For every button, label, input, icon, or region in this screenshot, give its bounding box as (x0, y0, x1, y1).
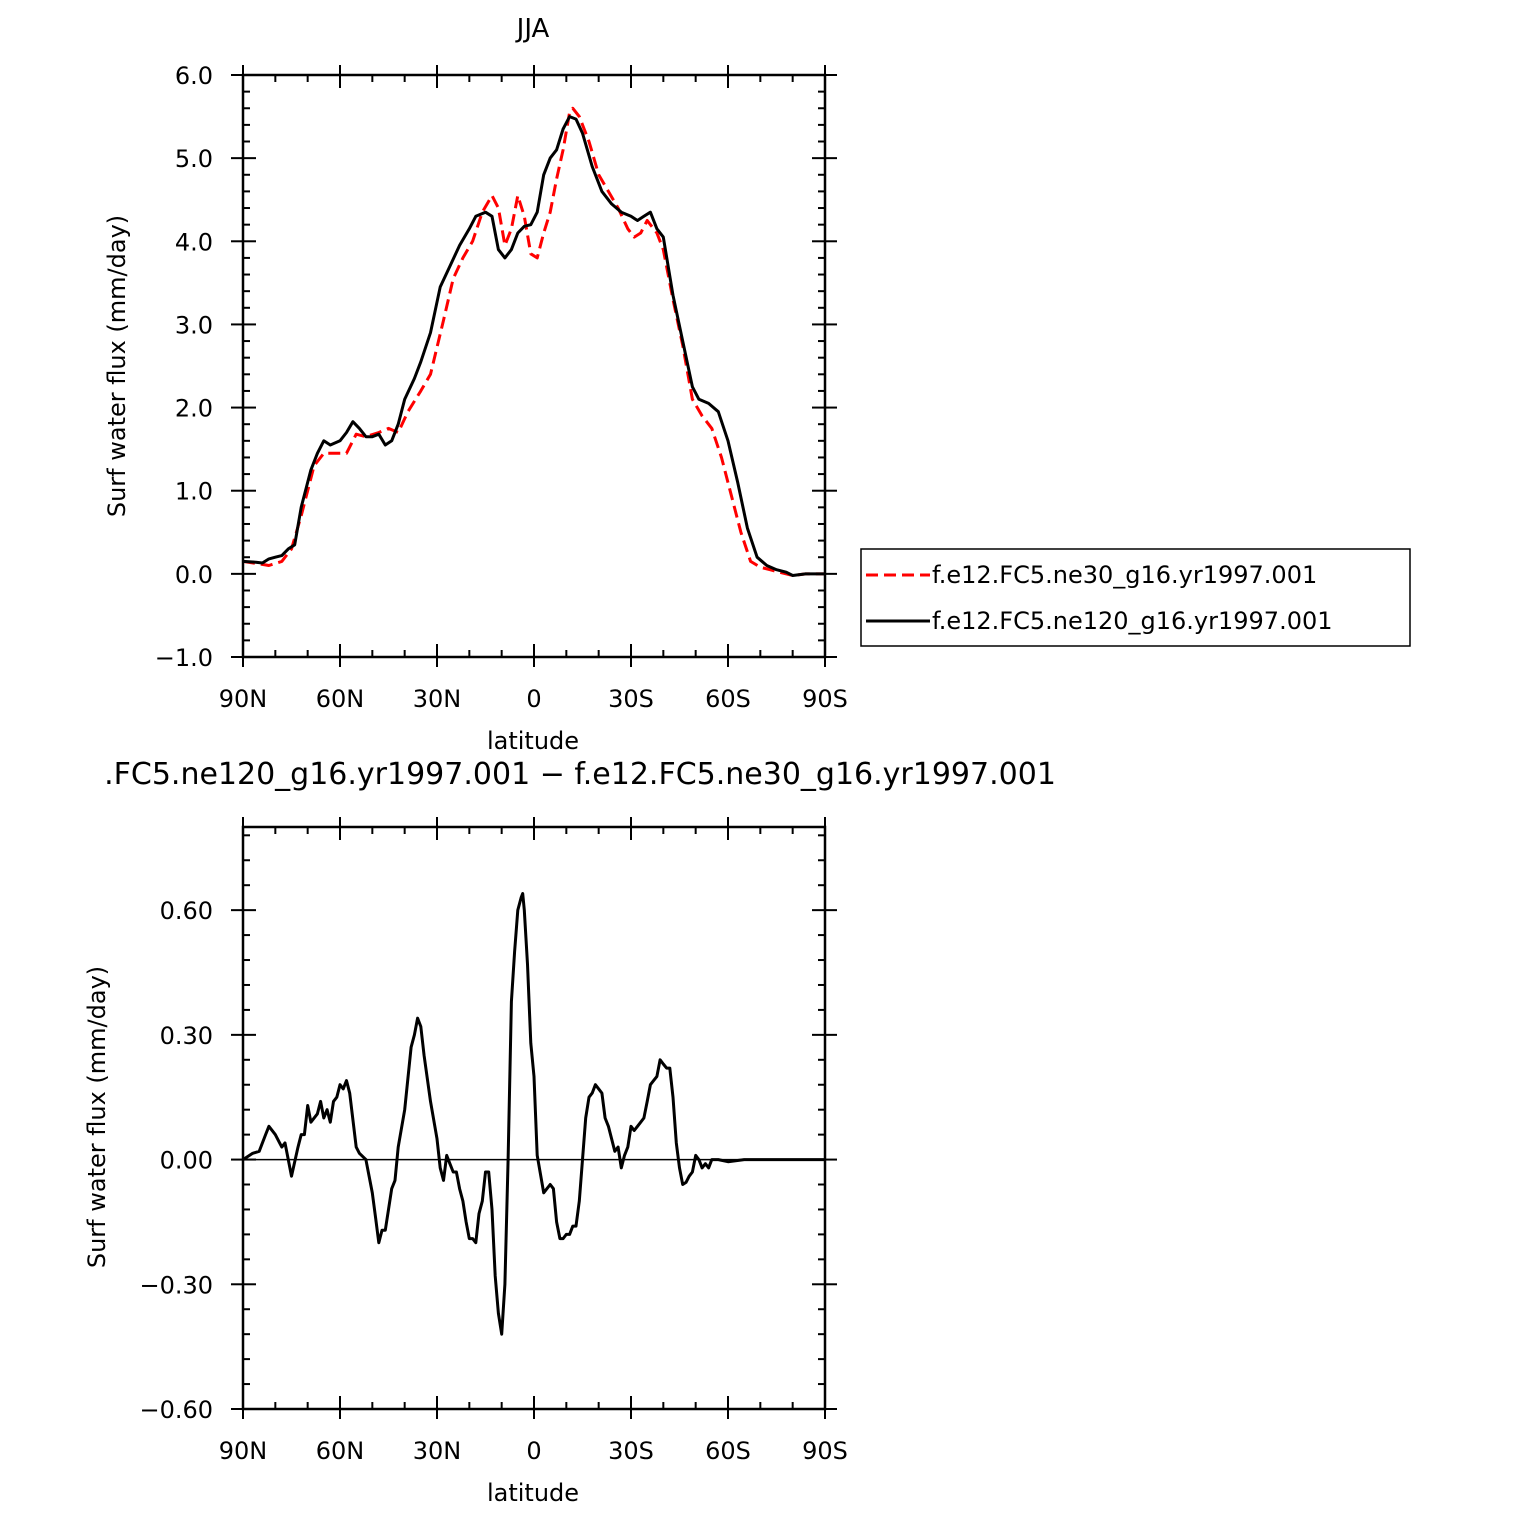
y-tick-label: 3.0 (175, 311, 213, 339)
bottom-chart-title: .FC5.ne120_g16.yr1997.001 − f.e12.FC5.ne… (104, 757, 1056, 792)
top-x-axis-label: latitude (487, 727, 579, 755)
series-line-0 (242, 892, 825, 1336)
y-tick-label: 2.0 (175, 395, 213, 423)
y-tick-label: 0.00 (160, 1147, 213, 1175)
x-tick-label: 30S (608, 685, 654, 713)
x-tick-label: 30S (608, 1437, 654, 1465)
y-tick-label: 5.0 (175, 145, 213, 173)
x-tick-label: 60S (705, 1437, 751, 1465)
x-tick-label: 90N (219, 685, 268, 713)
y-tick-label: 4.0 (175, 228, 213, 256)
legend-label-ne30: f.e12.FC5.ne30_g16.yr1997.001 (932, 561, 1317, 589)
x-tick-label: 30N (413, 1437, 462, 1465)
x-tick-label: 90S (802, 1437, 848, 1465)
x-tick-label: 60N (316, 685, 365, 713)
bottom-panel: .FC5.ne120_g16.yr1997.001 − f.e12.FC5.ne… (83, 757, 1056, 1507)
x-tick-label: 0 (526, 1437, 541, 1465)
x-tick-label: 90N (219, 1437, 268, 1465)
legend-label-ne120: f.e12.FC5.ne120_g16.yr1997.001 (932, 607, 1333, 635)
y-tick-label: 0.0 (175, 561, 213, 589)
y-tick-label: 0.30 (160, 1022, 213, 1050)
x-tick-label: 30N (413, 685, 462, 713)
top-panel: JJA 90N 60N 30N 0 30S 60S 90S −1.0 0.0 1.0 2.0 3.0 4… (103, 14, 848, 755)
bottom-plot-frame (241, 825, 827, 1411)
x-tick-label: 60N (316, 1437, 365, 1465)
top-plot-frame (241, 73, 827, 659)
y-tick-label: 1.0 (175, 478, 213, 506)
legend-box (860, 548, 1411, 647)
x-tick-label: 60S (705, 685, 751, 713)
series-line-1 (242, 115, 825, 577)
y-tick-label: −0.60 (139, 1396, 213, 1424)
top-plot-area: 90N 60N 30N 0 30S 60S 90S −1.0 0.0 1.0 2.0 3.0 4.0 5.… (155, 62, 848, 713)
y-tick-label: −1.0 (155, 644, 213, 672)
bottom-x-axis-label: latitude (487, 1479, 579, 1507)
y-tick-label: −0.30 (139, 1271, 213, 1299)
y-tick-label: 6.0 (175, 62, 213, 90)
top-chart-title: JJA (515, 14, 550, 44)
y-tick-label: 0.60 (160, 897, 213, 925)
series-line-0 (242, 106, 825, 577)
x-tick-label: 0 (526, 685, 541, 713)
top-y-axis-label: Surf water flux (mm/day) (103, 215, 131, 517)
bottom-y-axis-label: Surf water flux (mm/day) (83, 966, 111, 1268)
bottom-plot-area: 90N 60N 30N 0 30S 60S 90S −0.60 −0.30 0.00 0.30 0.6… (139, 817, 848, 1465)
legend: f.e12.FC5.ne30_g16.yr1997.001 f.e12.FC5.… (860, 548, 1411, 647)
x-tick-label: 90S (802, 685, 848, 713)
